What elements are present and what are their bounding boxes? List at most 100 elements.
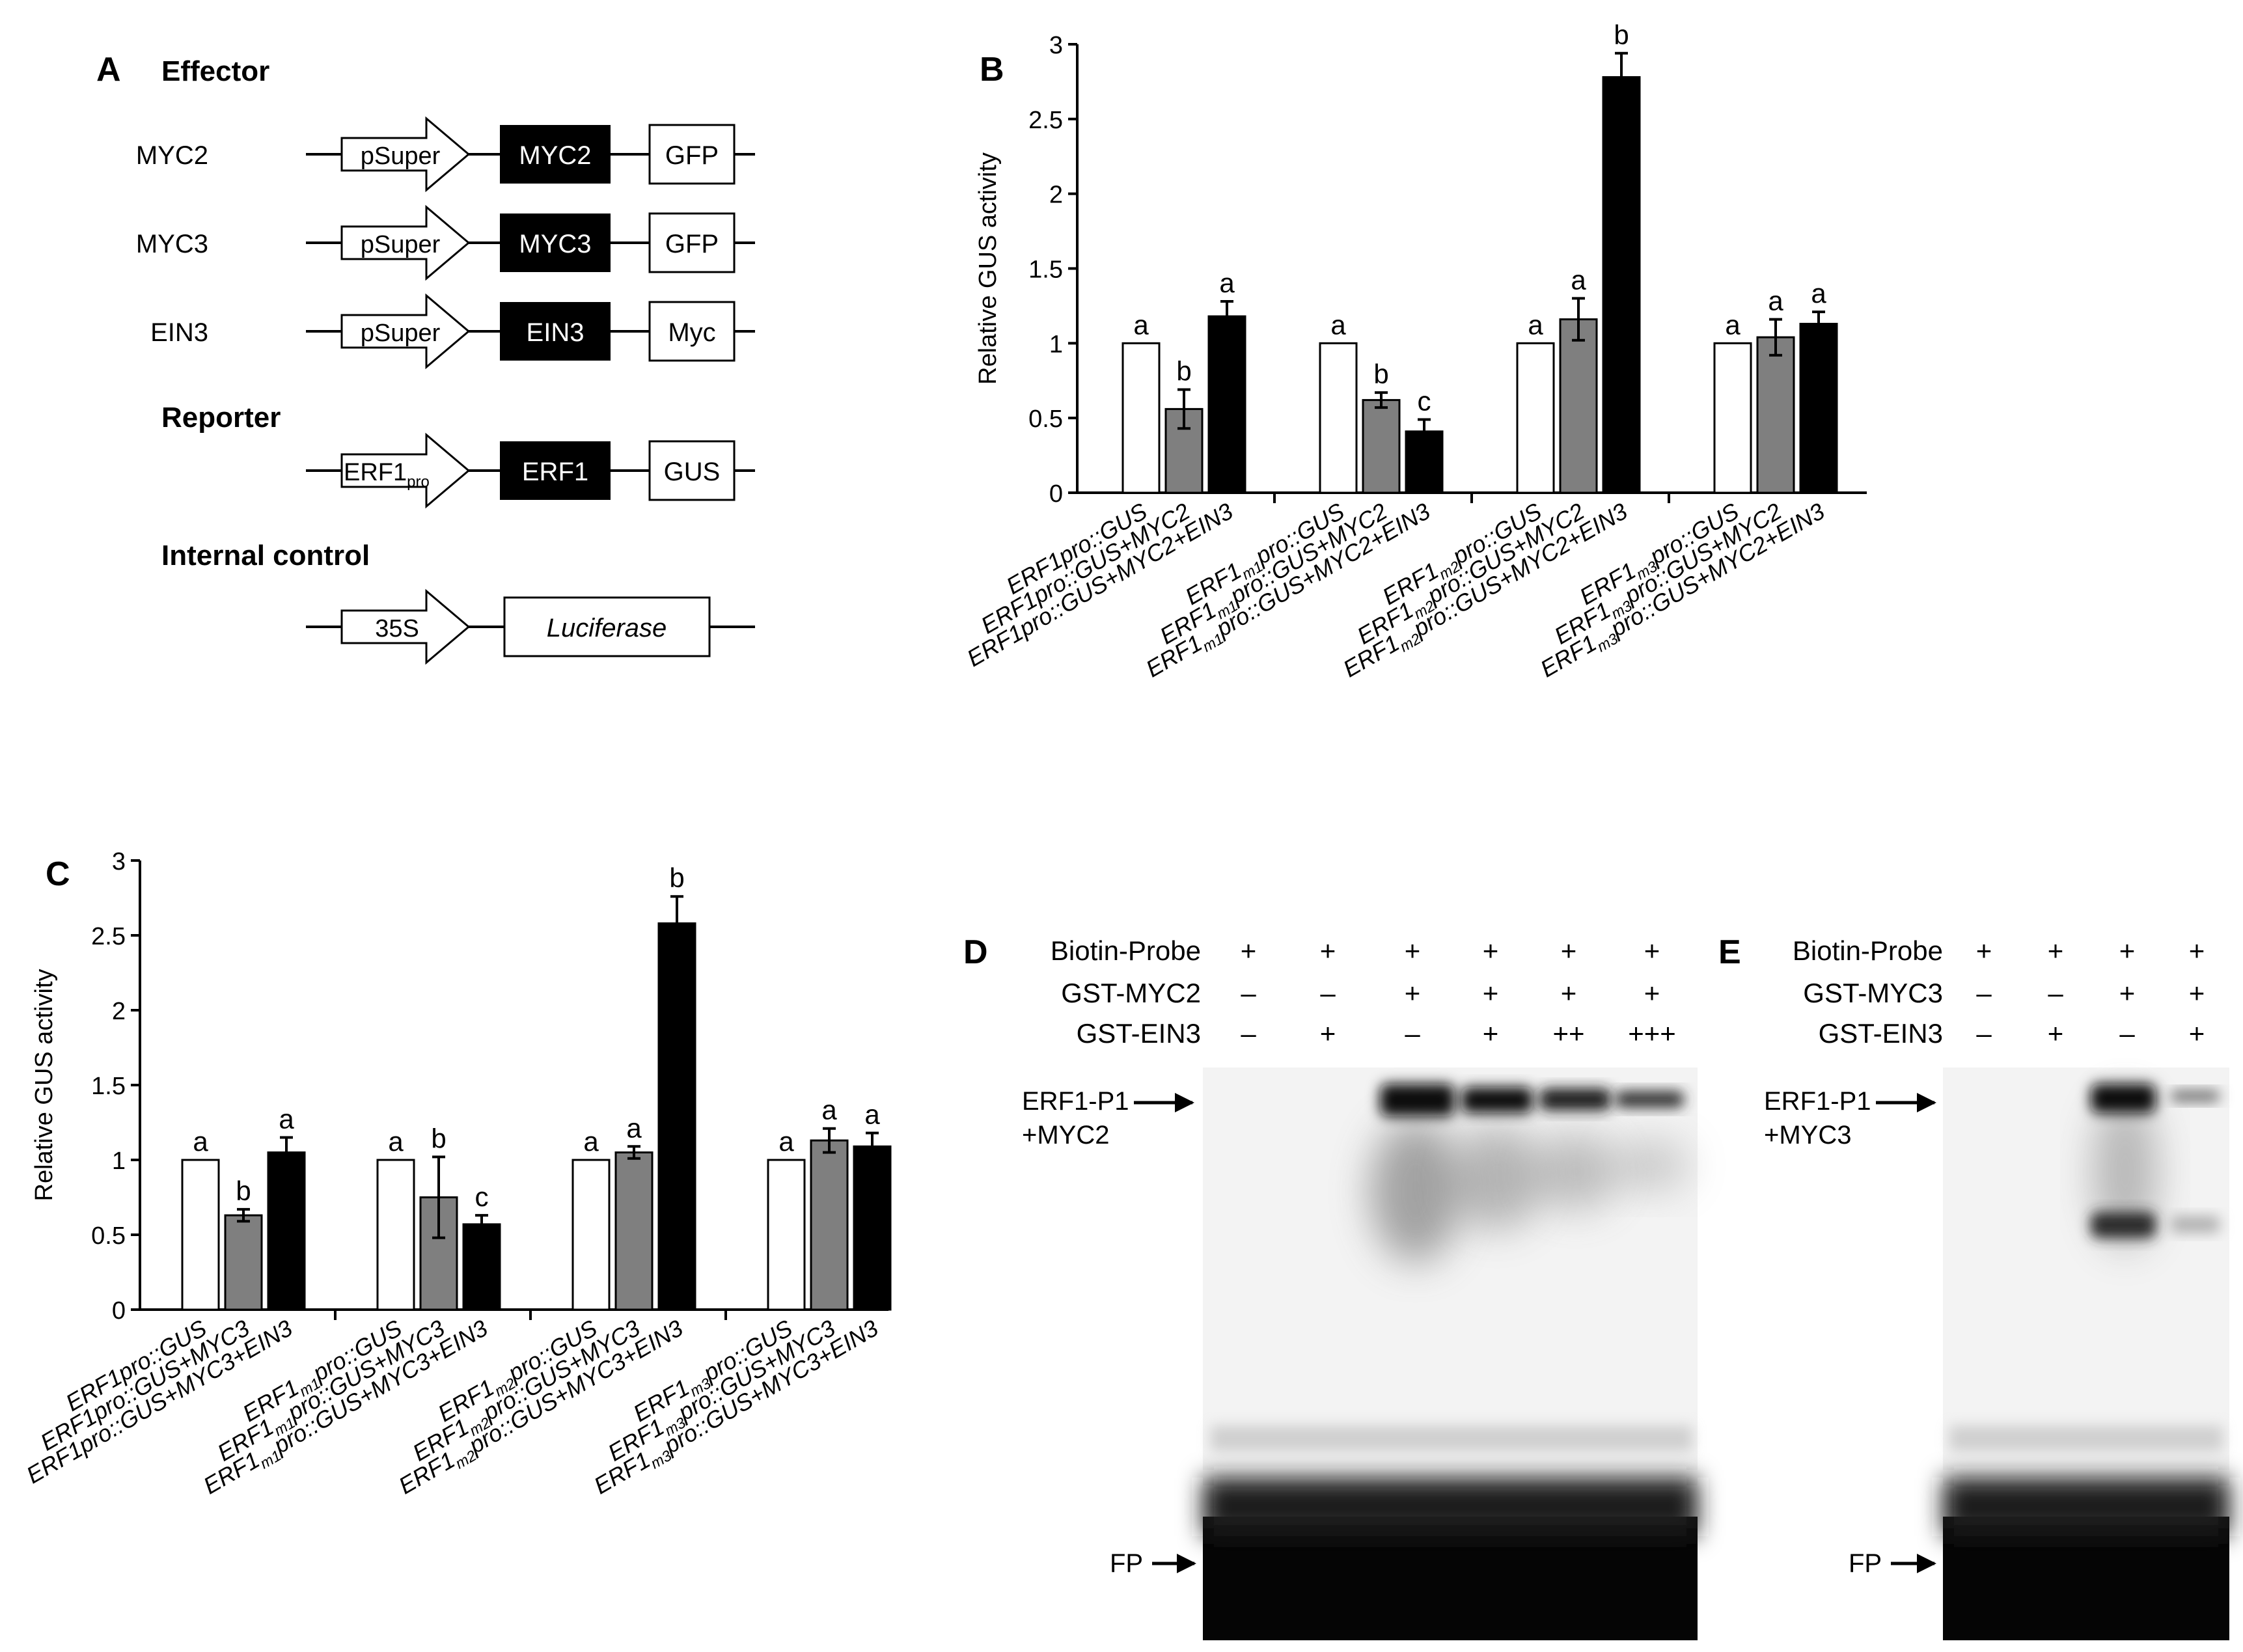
bar — [1559, 318, 1598, 494]
condition-row-label: GST-EIN3 — [1819, 1018, 1943, 1049]
promoter-label: 35S — [375, 615, 419, 642]
panel-e-letter: E — [1718, 933, 1741, 971]
panel-d: D Biotin-ProbeGST-MYC2GST-EIN3+––+–+++–+… — [963, 933, 1698, 1640]
panel-a-letter: A — [96, 51, 121, 89]
lane-condition-symbol: + — [2189, 978, 2205, 1008]
complex-smear — [1533, 1133, 1617, 1211]
complex-band — [2171, 1090, 2220, 1102]
construct-row-reporter: ERF1pro ERF1 GUS — [306, 432, 755, 509]
bar — [267, 1151, 306, 1311]
promoter-label: pSuper — [361, 143, 441, 170]
construct-label: EIN3 — [150, 318, 208, 347]
complex-smear — [1370, 1120, 1461, 1263]
condition-row-label: GST-MYC3 — [1803, 978, 1943, 1008]
significance-letter: a — [1219, 268, 1235, 298]
gel-d — [1203, 1067, 1698, 1640]
bar — [1362, 399, 1401, 494]
complex-band — [2091, 1084, 2156, 1113]
bar — [376, 1159, 415, 1311]
bar — [1319, 342, 1358, 494]
y-tick-label: 1.5 — [91, 1073, 126, 1100]
complex-smear — [1452, 1126, 1543, 1230]
gel-e — [1943, 1067, 2229, 1640]
promoter-arrow — [340, 204, 471, 281]
gene-box — [500, 213, 611, 272]
gene-box — [500, 125, 611, 184]
gene-box — [500, 302, 611, 361]
complex-label-line1: ERF1-P1 — [1764, 1087, 1871, 1116]
lane-condition-symbol: + — [1320, 935, 1336, 966]
y-tick-label: 2.5 — [1028, 107, 1063, 134]
tag-label: GFP — [665, 230, 719, 258]
promoter-label: ERF1pro — [344, 459, 430, 491]
significance-letter: a — [583, 1126, 599, 1157]
promoter-main: ERF1 — [344, 459, 407, 486]
significance-letter: b — [1373, 359, 1388, 389]
bar — [1713, 342, 1752, 494]
condition-row-label: Biotin-Probe — [1051, 935, 1201, 966]
emsa-d-table: Biotin-ProbeGST-MYC2GST-EIN3+––+–+++–+++… — [1051, 935, 1676, 1049]
lane-condition-symbol: + — [1644, 978, 1660, 1008]
bar — [1122, 342, 1161, 494]
lane-condition-symbol: + — [1561, 978, 1577, 1008]
complex-band — [1461, 1087, 1533, 1113]
y-tick-label: 1 — [1049, 331, 1063, 358]
bar — [657, 922, 696, 1311]
lane-condition-symbol: + — [2119, 935, 2136, 966]
lane-condition-symbol: + — [1483, 935, 1499, 966]
tag-box — [648, 124, 736, 185]
significance-letter: a — [821, 1095, 837, 1125]
significance-letter: a — [1571, 264, 1586, 295]
bar — [181, 1159, 220, 1311]
complex-band — [1539, 1088, 1611, 1110]
x-tick-label: ERF1pro::GUS+MYC2 — [976, 497, 1194, 639]
significance-letter: b — [669, 862, 684, 893]
lane-condition-symbol: + — [1483, 1018, 1499, 1049]
lane-condition-symbol: + — [2119, 978, 2136, 1008]
significance-letter: a — [1768, 286, 1783, 316]
tag-box — [648, 440, 736, 501]
condition-row-label: Biotin-Probe — [1793, 935, 1943, 966]
fp-label: FP — [1110, 1549, 1143, 1578]
construct-row-myc3: MYC3 pSuper MYC3 GFP — [136, 204, 755, 281]
lane-condition-symbol: + — [1644, 935, 1660, 966]
emsa-e-table: Biotin-Probe GST-MYC3 GST-EIN3 + – – + – + + + – + + + — [1793, 935, 2205, 1049]
bar — [1207, 315, 1246, 494]
significance-letter: a — [1811, 278, 1826, 309]
construct-label: MYC2 — [136, 141, 208, 170]
significance-letter: a — [388, 1126, 404, 1157]
lane-condition-symbol: – — [1976, 978, 1992, 1008]
significance-letter: a — [193, 1126, 208, 1157]
lane-condition-symbol: + — [2189, 935, 2205, 966]
promoter-label: pSuper — [361, 320, 441, 347]
bar — [810, 1139, 849, 1311]
panel-c-letter: C — [46, 855, 70, 893]
promoter-arrow — [340, 432, 471, 509]
lane-condition-symbol: + — [1241, 935, 1257, 966]
y-tick-label: 3 — [1049, 32, 1063, 59]
promoter-arrow — [340, 116, 471, 193]
promoter-arrow — [340, 293, 471, 370]
lane-condition-symbol: + — [1405, 978, 1421, 1008]
tag-box — [648, 212, 736, 273]
significance-letter: a — [279, 1104, 294, 1135]
secondary-band — [2091, 1212, 2156, 1238]
lane-condition-symbol: +++ — [1628, 1018, 1676, 1049]
bar — [1756, 336, 1795, 494]
luciferase-label: Luciferase — [547, 614, 667, 642]
panel-d-letter: D — [963, 933, 988, 971]
lane-condition-symbol: – — [1320, 978, 1336, 1008]
complex-label-line1: ERF1-P1 — [1022, 1087, 1129, 1116]
bar — [614, 1151, 654, 1311]
significance-letter: c — [475, 1181, 489, 1212]
bar — [1516, 342, 1555, 494]
complex-smear — [2093, 1094, 2158, 1250]
lane-condition-symbol: + — [1405, 935, 1421, 966]
lane-condition-symbol: – — [1241, 1018, 1256, 1049]
condition-row-label: GST-MYC2 — [1061, 978, 1201, 1008]
panel-e: E Biotin-Probe GST-MYC3 GST-EIN3 + – – + – + + + – +… — [1718, 933, 2229, 1640]
lane-condition-symbol: – — [2048, 978, 2063, 1008]
effector-heading: Effector — [161, 55, 269, 87]
bar — [1602, 76, 1641, 494]
